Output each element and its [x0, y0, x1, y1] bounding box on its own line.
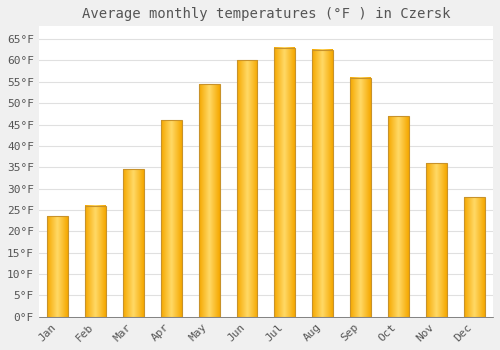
- Title: Average monthly temperatures (°F ) in Czersk: Average monthly temperatures (°F ) in Cz…: [82, 7, 450, 21]
